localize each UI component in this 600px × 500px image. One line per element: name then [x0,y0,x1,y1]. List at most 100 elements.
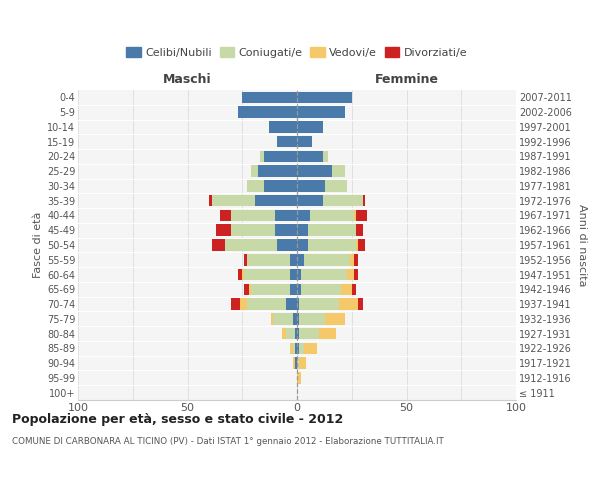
Bar [238,106,297,118]
Bar [256,195,297,206]
Bar [319,328,337,340]
Bar [232,298,240,310]
Bar [304,342,317,354]
Bar [232,210,275,221]
Bar [209,195,212,206]
Bar [290,284,297,295]
Bar [310,210,354,221]
Bar [299,358,306,369]
Bar [286,298,297,310]
Bar [297,150,323,162]
Bar [297,210,310,221]
Bar [277,136,297,147]
Bar [358,239,365,251]
Bar [308,239,356,251]
Bar [323,150,328,162]
Bar [244,269,290,280]
Bar [338,298,358,310]
Legend: Celibi/Nubili, Coniugati/e, Vedovi/e, Divorziati/e: Celibi/Nubili, Coniugati/e, Vedovi/e, Di… [122,43,472,62]
Bar [251,284,290,295]
Bar [297,298,299,310]
Bar [354,269,358,280]
Bar [281,328,286,340]
Bar [297,284,301,295]
Bar [356,210,367,221]
Bar [232,224,275,236]
Text: Popolazione per età, sesso e stato civile - 2012: Popolazione per età, sesso e stato civil… [12,412,343,426]
Bar [341,284,352,295]
Bar [297,254,304,266]
Bar [271,313,273,324]
Bar [297,121,323,132]
Bar [295,342,297,354]
Bar [304,254,350,266]
Bar [273,313,293,324]
Bar [352,284,356,295]
Bar [295,358,297,369]
Bar [297,195,323,206]
Bar [257,166,297,177]
Bar [290,342,293,354]
Bar [297,180,325,192]
Bar [290,254,297,266]
Bar [297,358,299,369]
Bar [301,284,341,295]
Text: Femmine: Femmine [374,72,439,86]
Bar [293,342,295,354]
Y-axis label: Fasce di età: Fasce di età [32,212,43,278]
Bar [350,254,354,266]
Bar [290,269,297,280]
Bar [354,254,358,266]
Bar [299,328,319,340]
Bar [244,254,247,266]
Bar [212,239,225,251]
Bar [297,269,301,280]
Bar [293,313,297,324]
Bar [332,166,345,177]
Bar [242,269,244,280]
Bar [354,210,356,221]
Bar [247,254,290,266]
Bar [356,224,363,236]
Bar [297,92,352,103]
Bar [297,239,308,251]
Bar [363,195,365,206]
Bar [297,106,345,118]
Text: COMUNE DI CARBONARA AL TICINO (PV) - Dati ISTAT 1° gennaio 2012 - Elaborazione T: COMUNE DI CARBONARA AL TICINO (PV) - Dat… [12,438,444,446]
Bar [308,224,356,236]
Bar [269,121,297,132]
Bar [323,195,363,206]
Bar [212,195,256,206]
Bar [299,313,325,324]
Bar [295,328,297,340]
Bar [358,298,363,310]
Bar [238,269,242,280]
Bar [299,342,304,354]
Bar [260,150,264,162]
Bar [297,166,332,177]
Bar [247,180,264,192]
Bar [356,239,358,251]
Bar [220,210,232,221]
Bar [297,328,299,340]
Bar [347,269,354,280]
Bar [249,284,251,295]
Bar [286,328,295,340]
Bar [325,313,345,324]
Bar [247,298,286,310]
Text: Maschi: Maschi [163,72,212,86]
Bar [251,166,257,177]
Bar [275,224,297,236]
Y-axis label: Anni di nascita: Anni di nascita [577,204,587,286]
Bar [325,180,347,192]
Bar [242,92,297,103]
Bar [264,180,297,192]
Bar [297,372,301,384]
Bar [244,284,249,295]
Bar [216,224,232,236]
Bar [297,136,313,147]
Bar [301,269,347,280]
Bar [277,239,297,251]
Bar [275,210,297,221]
Bar [293,358,295,369]
